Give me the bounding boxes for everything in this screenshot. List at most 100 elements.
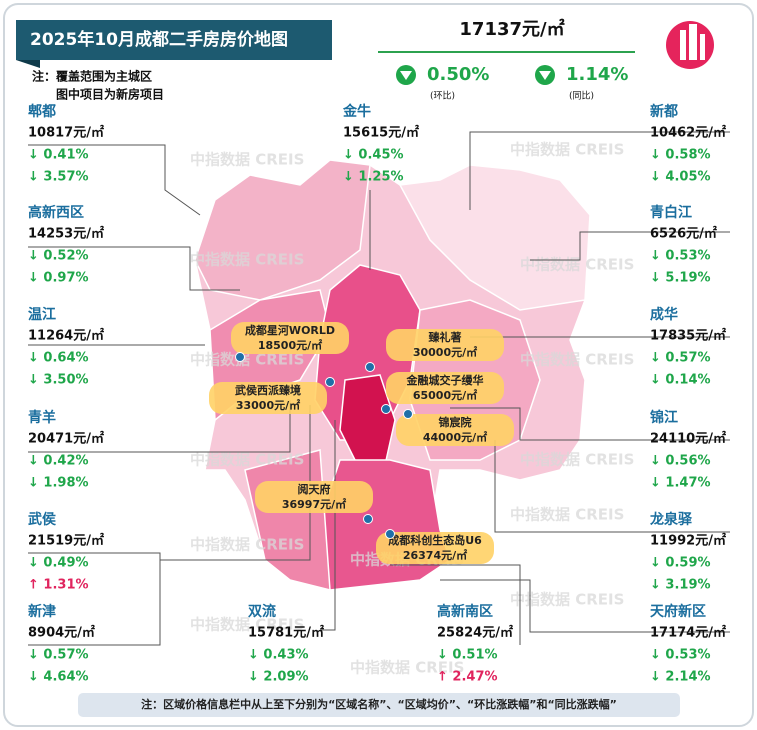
note: 注：覆盖范围为主城区 (32, 69, 152, 84)
project-label-bg (376, 532, 494, 564)
project-price: 44000元/㎡ (423, 430, 487, 444)
district-yoy: ↓ 0.97% (28, 271, 89, 286)
district-mom: ↓ 0.51% (437, 648, 498, 663)
mom-label: (环比) (430, 90, 455, 102)
leader-line (494, 440, 730, 533)
district-price: 21519元/㎡ (28, 533, 104, 549)
leader-line (440, 579, 730, 633)
district-name: 郫都 (28, 103, 56, 120)
project-label-bg (255, 481, 373, 513)
district-name: 青羊 (28, 409, 56, 426)
district-price: 24110元/㎡ (650, 431, 726, 447)
project-price: 26374元/㎡ (403, 548, 467, 562)
watermark: 中指数据 CREIS (190, 251, 304, 269)
leader-line (28, 400, 291, 453)
watermark: 中指数据 CREIS (190, 151, 304, 169)
avg-price: 17137元/㎡ (459, 18, 564, 40)
project-label-bg (209, 382, 327, 414)
project-label-bg (231, 322, 349, 354)
district-name: 新都 (650, 103, 678, 120)
watermark: 中指数据 CREIS (510, 591, 624, 609)
district-price: 15615元/㎡ (343, 125, 419, 141)
district-name: 青白江 (650, 204, 692, 221)
district-yoy: ↓ 1.25% (343, 170, 404, 185)
project-label-bg (386, 372, 504, 404)
district-name: 温江 (28, 306, 56, 323)
district-mom: ↓ 0.57% (650, 351, 711, 366)
district-yoy: ↓ 1.98% (28, 476, 89, 491)
region-south (319, 459, 451, 591)
district-mom: ↓ 0.41% (28, 148, 89, 163)
down-arrow (400, 71, 412, 80)
leader-line (28, 246, 240, 291)
project-price: 36997元/㎡ (282, 497, 346, 511)
district-price: 6526元/㎡ (650, 226, 717, 242)
footer-note: 注：区域价格信息栏中从上至下分别为“区域名称”、“区域均价”、“环比涨跌幅”和“… (141, 697, 617, 711)
project-price: 30000元/㎡ (413, 345, 477, 359)
logo (666, 21, 714, 69)
district-name: 高新西区 (28, 204, 84, 221)
watermark: 中指数据 CREIS (510, 141, 624, 159)
leader-line (450, 407, 730, 441)
project-name: 锦宸院 (439, 415, 472, 429)
district-price: 10462元/㎡ (650, 125, 726, 141)
project-price: 33000元/㎡ (236, 398, 300, 412)
watermark: 中指数据 CREIS (520, 451, 634, 469)
district-name: 新津 (28, 603, 56, 620)
leader-line (469, 131, 730, 210)
watermark: 中指数据 CREIS (510, 506, 624, 524)
leader-line (28, 144, 201, 216)
region-northeast (398, 164, 591, 311)
project-name: 阅天府 (298, 482, 331, 496)
project-name: 成都星河WORLD (245, 323, 335, 337)
project-dot (235, 352, 245, 362)
district-mom: ↓ 0.53% (650, 249, 711, 264)
district-mom: ↓ 0.45% (343, 148, 404, 163)
district-mom: ↓ 0.42% (28, 454, 89, 469)
district-yoy: ↑ 1.31% (28, 578, 89, 593)
district-price: 17835元/㎡ (650, 328, 726, 344)
project-dot (363, 514, 373, 524)
project-dot (325, 377, 335, 387)
district-name: 锦江 (650, 409, 678, 426)
footer-box (78, 693, 680, 717)
district-mom: ↓ 0.57% (28, 648, 89, 663)
yoy-label: (同比) (569, 90, 594, 102)
banner-fold (16, 60, 40, 68)
note: 图中项目为新房项目 (56, 87, 164, 102)
project-dot (385, 529, 395, 539)
district-mom: ↓ 0.52% (28, 249, 89, 264)
watermark: 中指数据 CREIS (350, 659, 464, 677)
region-northwest (194, 159, 371, 301)
district-price: 14253元/㎡ (28, 226, 104, 242)
district-price: 15781元/㎡ (248, 625, 324, 641)
district-name: 武侯 (28, 511, 57, 528)
district-yoy: ↓ 3.19% (650, 578, 711, 593)
watermark: 中指数据 CREIS (190, 536, 304, 554)
district-price: 11264元/㎡ (28, 328, 104, 344)
watermarks: 中指数据 CREIS 中指数据 CREIS 中指数据 CREIS 中指数据 CREIS… (190, 141, 634, 677)
district-yoy: ↓ 2.14% (650, 670, 711, 685)
district-yoy: ↑ 2.47% (437, 670, 498, 685)
project-label-bg (386, 329, 504, 361)
district-yoy: ↓ 4.05% (650, 170, 711, 185)
district-name: 高新南区 (437, 603, 493, 620)
project-name: 金融城交子缦华 (406, 373, 484, 387)
district-name: 金牛 (342, 103, 371, 120)
down-arrow (539, 71, 551, 80)
district-mom: ↓ 0.58% (650, 148, 711, 163)
district-mom: ↓ 0.43% (248, 648, 309, 663)
district-name: 天府新区 (650, 603, 706, 620)
district-mom: ↓ 0.64% (28, 351, 89, 366)
district-price: 10817元/㎡ (28, 125, 104, 141)
project-label-bg (396, 414, 514, 446)
yoy-value: 1.14% (566, 64, 628, 85)
district-mom: ↓ 0.56% (650, 454, 711, 469)
project-price: 18500元/㎡ (258, 338, 322, 352)
district-price: 20471元/㎡ (28, 431, 104, 447)
project-name: 武侯西派臻境 (235, 383, 301, 397)
title: 2025年10月成都二手房房价地图 (30, 29, 288, 50)
project-name: 臻礼著 (428, 330, 462, 344)
